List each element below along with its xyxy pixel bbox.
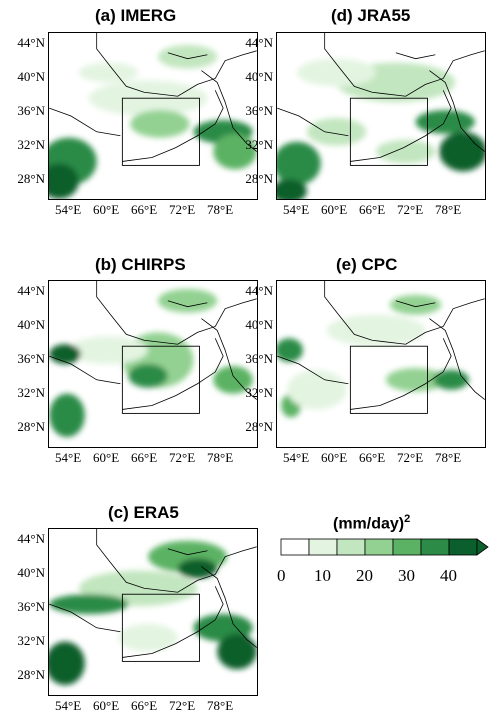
lat-tick-label: 28°N (17, 419, 45, 434)
lon-tick-label: 60°E (93, 698, 120, 713)
lat-tick-label: 36°N (17, 599, 45, 614)
colorbar-unit-exponent: 2 (404, 513, 411, 525)
lon-tick-label: 60°E (93, 202, 120, 217)
panel-d-precip-field (277, 33, 485, 199)
lon-tick-label: 54°E (55, 698, 82, 713)
lon-tick-label: 72°E (169, 450, 196, 465)
colorbar-label: 20 (356, 566, 373, 585)
lon-tick-label: 54°E (55, 202, 82, 217)
lat-tick-label: 32°N (17, 137, 45, 152)
panel-b-map (48, 280, 258, 448)
lon-tick-label: 72°E (397, 450, 424, 465)
colorbar (280, 538, 489, 556)
lon-tick-label: 66°E (131, 450, 158, 465)
panel-d-map (276, 32, 486, 200)
lat-tick-label: 28°N (17, 667, 45, 682)
lon-tick-label: 60°E (321, 202, 348, 217)
lat-tick-label: 36°N (17, 351, 45, 366)
lon-tick-label: 60°E (93, 450, 120, 465)
lat-tick-label: 36°N (245, 103, 273, 118)
colorbar-title: (mm/day)2 (333, 513, 410, 533)
lat-tick-label: 44°N (17, 531, 45, 546)
lat-tick-label: 44°N (17, 35, 45, 50)
lat-tick-label: 40°N (17, 565, 45, 580)
lon-tick-label: 66°E (359, 450, 386, 465)
panel-a-map (48, 32, 258, 200)
lat-tick-label: 36°N (245, 351, 273, 366)
lat-tick-label: 28°N (245, 171, 273, 186)
lat-tick-label: 28°N (245, 419, 273, 434)
lat-tick-label: 44°N (245, 35, 273, 50)
lon-tick-label: 54°E (55, 450, 82, 465)
panel-e-precip-field (277, 281, 485, 418)
colorbar-bin-6 (448, 538, 478, 556)
panel-c-title: (c) ERA5 (108, 503, 179, 522)
lon-tick-label: 54°E (283, 202, 310, 217)
panel-d-title: (d) JRA55 (331, 6, 411, 25)
panel-a-title: (a) IMERG (95, 6, 177, 25)
lon-tick-label: 66°E (131, 202, 158, 217)
colorbar-bin-5 (420, 538, 450, 556)
lon-tick-label: 78°E (207, 698, 234, 713)
colorbar-label: 40 (440, 566, 457, 585)
panel-a-precip-field (49, 33, 257, 199)
colorbar-label: 10 (314, 566, 331, 585)
colorbar-extend-arrow (476, 538, 489, 556)
lat-tick-label: 40°N (245, 69, 273, 84)
lat-tick-label: 32°N (17, 633, 45, 648)
lat-tick-label: 32°N (17, 385, 45, 400)
colorbar-bin-4 (392, 538, 422, 556)
panel-e-title: (e) CPC (336, 255, 398, 274)
lat-tick-label: 40°N (245, 317, 273, 332)
lon-tick-label: 66°E (131, 698, 158, 713)
panel-e-map (276, 280, 486, 448)
lat-tick-label: 44°N (245, 283, 273, 298)
colorbar-label: 0 (277, 566, 286, 585)
colorbar-unit: (mm/day) (333, 515, 405, 533)
panel-b-precip-field (49, 281, 257, 438)
lon-tick-label: 54°E (283, 450, 310, 465)
lon-tick-label: 60°E (321, 450, 348, 465)
colorbar-bin-0 (280, 538, 310, 556)
colorbar-label: 30 (398, 566, 415, 585)
lon-tick-label: 66°E (359, 202, 386, 217)
lat-tick-label: 28°N (17, 171, 45, 186)
lat-tick-label: 36°N (17, 103, 45, 118)
lat-tick-label: 44°N (17, 283, 45, 298)
lat-tick-label: 32°N (245, 137, 273, 152)
panel-b-title: (b) CHIRPS (95, 255, 186, 274)
colorbar-bin-1 (308, 538, 338, 556)
lon-tick-label: 72°E (169, 202, 196, 217)
lon-tick-label: 78°E (435, 450, 462, 465)
lon-tick-label: 78°E (207, 450, 234, 465)
colorbar-bin-3 (364, 538, 394, 556)
lat-tick-label: 40°N (17, 69, 45, 84)
lat-tick-label: 40°N (17, 317, 45, 332)
lon-tick-label: 78°E (207, 202, 234, 217)
lon-tick-label: 78°E (435, 202, 462, 217)
panel-c-map (48, 528, 258, 696)
panel-c-precip-field (49, 529, 257, 686)
lon-tick-label: 72°E (169, 698, 196, 713)
lon-tick-label: 72°E (397, 202, 424, 217)
colorbar-bin-2 (336, 538, 366, 556)
lat-tick-label: 32°N (245, 385, 273, 400)
